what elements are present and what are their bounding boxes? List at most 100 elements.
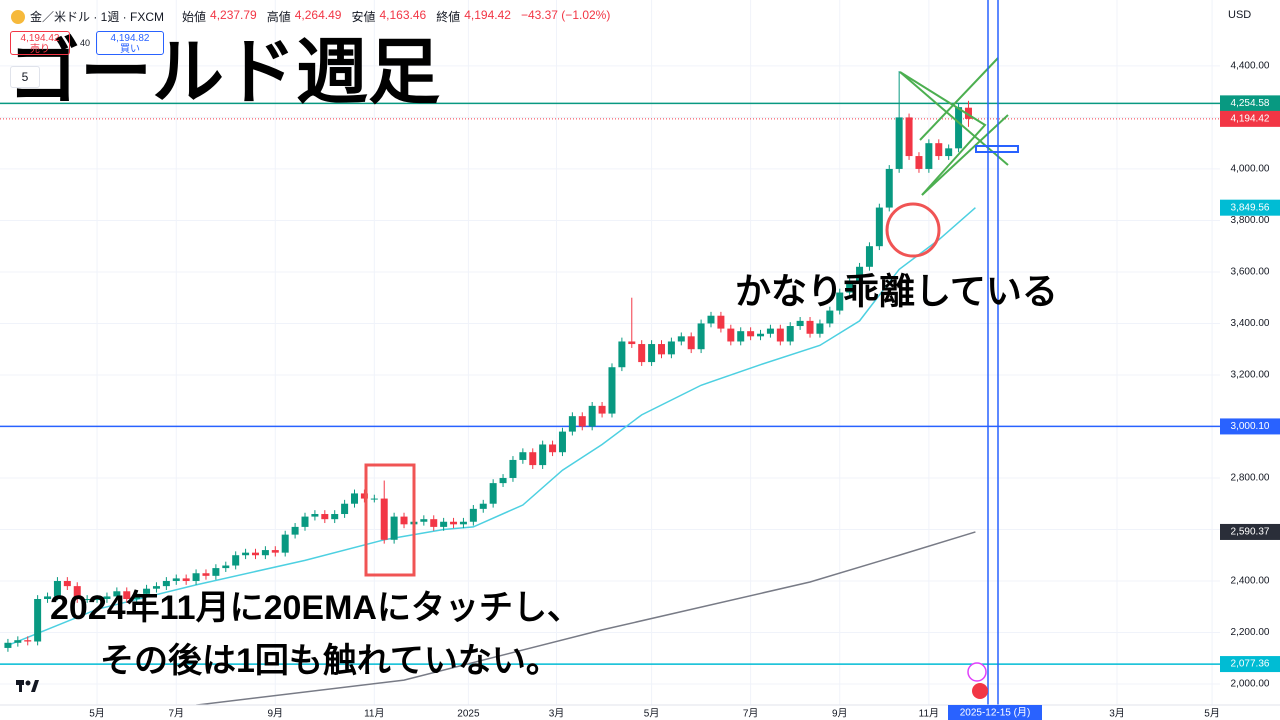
candle-body — [955, 107, 963, 149]
candle-body — [766, 328, 774, 334]
x-tick-label: 7月 — [168, 708, 184, 720]
x-tick-label: 5月 — [89, 708, 105, 720]
y-tick-label: 4,000.00 — [1231, 164, 1270, 175]
candle-body — [83, 599, 91, 601]
candle-body — [657, 344, 665, 355]
overlays — [7, 207, 976, 705]
candle-body — [707, 315, 715, 324]
candle-body — [915, 156, 923, 169]
buy-label: 買い — [120, 44, 140, 55]
candle-body — [360, 493, 368, 499]
candle-body — [727, 328, 735, 342]
candle-body — [875, 207, 883, 247]
candle-body — [281, 534, 289, 553]
candle-body — [341, 503, 349, 515]
ohlc-value: 4,194.42 — [464, 8, 511, 22]
candle-body — [212, 568, 220, 576]
price-tag — [1220, 110, 1280, 127]
price-tag-label: 3,849.56 — [1231, 202, 1270, 213]
candle-body — [598, 405, 606, 414]
x-tick-label: 7月 — [743, 708, 759, 720]
candle-body — [816, 323, 824, 334]
candle-body — [776, 328, 784, 342]
header: 金／米ドル · 1週 · FXCM 始値 4,237.79 高値 4,264.49 … — [30, 8, 616, 25]
event-icon — [967, 662, 987, 682]
x-tick-label: 11月 — [364, 708, 384, 720]
ohlc-value: 4,237.79 — [210, 8, 257, 22]
candle-body — [321, 514, 329, 520]
annotation: かなり乖離している — [735, 271, 1058, 312]
candle-body — [509, 459, 517, 478]
candle-body — [152, 586, 160, 589]
x-tick-label: 9月 — [832, 708, 848, 720]
y-tick-label: 3,800.00 — [1231, 215, 1270, 226]
candle-body — [162, 580, 170, 587]
annotation: その後は1回も触れていない。 — [100, 642, 560, 680]
ohlc-label: 安値 — [351, 10, 376, 24]
candle-body — [786, 326, 794, 342]
candle-body — [232, 555, 240, 566]
interval-button[interactable]: 5 — [10, 66, 40, 88]
y-tick-label: 3,200.00 — [1231, 370, 1270, 381]
y-tick-label: 4,400.00 — [1231, 61, 1270, 72]
change: −43.37 (−1.02%) — [520, 8, 611, 22]
annotation: ゴールド週足 — [8, 33, 440, 113]
x-tick-label: 11月 — [919, 708, 939, 720]
candle-body — [440, 521, 448, 527]
price-tag — [1220, 199, 1280, 216]
candle-body — [24, 640, 32, 642]
currency[interactable]: USD — [1228, 9, 1252, 21]
level-lines — [0, 102, 1220, 665]
candle-body — [182, 578, 190, 581]
ohlc-value: 4,163.46 — [379, 8, 427, 22]
axes: 2,000.002,200.002,400.002,600.002,800.00… — [89, 61, 1280, 720]
candle-body — [618, 341, 626, 368]
candle-body — [143, 588, 151, 594]
candle-body — [103, 596, 111, 600]
candle-body — [400, 516, 408, 525]
candle-body — [499, 477, 507, 484]
candle-body — [271, 550, 279, 553]
buy-price: 4,194.82 — [110, 33, 150, 44]
candle-body — [826, 310, 834, 324]
y-tick-label: 2,200.00 — [1231, 627, 1270, 638]
x-tick-label: 3月 — [1109, 708, 1125, 720]
candle-body — [450, 521, 458, 525]
candle-body — [747, 331, 755, 337]
x-tick-label: 5月 — [644, 708, 660, 720]
grid — [0, 0, 1220, 705]
candle-body — [757, 333, 765, 337]
x-tick-label: 2025 — [457, 709, 480, 720]
candle-body — [192, 573, 200, 581]
triangle — [899, 71, 987, 196]
candle-body — [856, 266, 864, 283]
sell-button[interactable]: 4,194.42 売り — [10, 31, 70, 55]
symbol: 金／米ドル · 1週 · FXCM — [30, 10, 164, 24]
price-tag — [1220, 656, 1280, 673]
symbol-icon — [11, 10, 25, 24]
candle-body — [806, 320, 814, 334]
candle-body — [836, 292, 844, 311]
candle-body — [351, 493, 359, 504]
y-tick-label: 2,000.00 — [1231, 679, 1270, 690]
candle-body — [370, 498, 378, 500]
candle-body — [291, 526, 299, 535]
candle-body — [697, 323, 705, 350]
candle-body — [628, 341, 636, 345]
date-tag-label: 2025-12-15 (月) — [960, 707, 1031, 719]
candle-body — [964, 107, 972, 119]
logo — [16, 680, 39, 692]
candle-body — [638, 344, 646, 363]
candles — [4, 71, 972, 652]
buy-button[interactable]: 4,194.82 買い — [96, 31, 164, 55]
highlight-circle — [885, 202, 941, 258]
candle-body — [4, 642, 12, 648]
price-tag — [1220, 95, 1280, 112]
candle-body — [222, 565, 230, 569]
candle-body — [489, 483, 497, 504]
ohlc-label: 高値 — [266, 10, 291, 24]
candle-body — [331, 514, 339, 520]
x-tick-label: 3月 — [549, 708, 565, 720]
